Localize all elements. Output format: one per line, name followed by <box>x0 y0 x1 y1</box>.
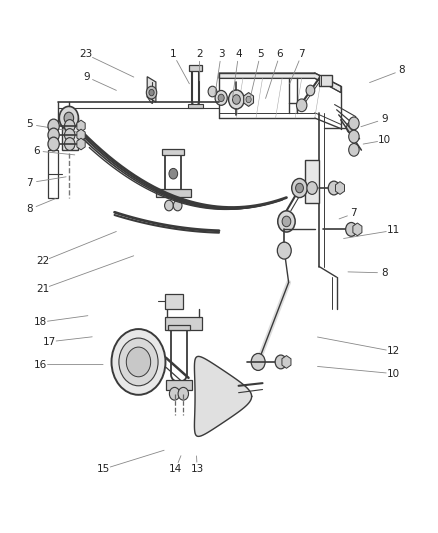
Polygon shape <box>219 73 341 93</box>
Text: 23: 23 <box>80 50 93 59</box>
Text: 21: 21 <box>36 284 49 294</box>
Text: 10: 10 <box>386 369 399 378</box>
Circle shape <box>282 216 291 227</box>
Circle shape <box>346 122 356 133</box>
Circle shape <box>307 182 318 195</box>
Circle shape <box>296 183 304 193</box>
Circle shape <box>48 128 59 142</box>
Bar <box>188 65 202 71</box>
Text: 4: 4 <box>235 50 242 59</box>
Circle shape <box>64 128 75 141</box>
Circle shape <box>349 130 359 143</box>
Polygon shape <box>305 160 319 203</box>
Text: 8: 8 <box>26 204 33 214</box>
Polygon shape <box>194 357 252 437</box>
Circle shape <box>349 117 359 130</box>
Bar <box>166 380 192 390</box>
Circle shape <box>112 329 166 395</box>
Text: 7: 7 <box>350 208 357 219</box>
Circle shape <box>64 119 75 132</box>
Text: 13: 13 <box>191 464 204 474</box>
Circle shape <box>246 96 251 103</box>
Circle shape <box>328 181 339 195</box>
Circle shape <box>170 387 180 400</box>
Circle shape <box>277 242 291 259</box>
Bar <box>168 325 190 330</box>
Text: 7: 7 <box>298 50 305 59</box>
Text: 8: 8 <box>399 66 405 75</box>
Text: 22: 22 <box>36 256 49 266</box>
Bar <box>162 149 184 155</box>
Polygon shape <box>62 118 78 150</box>
Text: 16: 16 <box>34 360 47 369</box>
Text: 18: 18 <box>34 317 47 327</box>
Text: 8: 8 <box>381 268 388 278</box>
Text: 6: 6 <box>33 146 39 156</box>
Text: 6: 6 <box>277 50 283 59</box>
Polygon shape <box>336 182 345 195</box>
Circle shape <box>278 211 295 232</box>
Circle shape <box>251 353 265 370</box>
Text: 9: 9 <box>83 71 89 82</box>
Text: 9: 9 <box>381 114 388 124</box>
Circle shape <box>218 94 224 102</box>
Text: 7: 7 <box>26 177 33 188</box>
Circle shape <box>178 387 188 400</box>
Text: 15: 15 <box>97 464 110 474</box>
Circle shape <box>165 200 173 211</box>
Circle shape <box>169 168 178 179</box>
Circle shape <box>173 200 182 211</box>
Circle shape <box>306 85 315 96</box>
Circle shape <box>292 179 307 198</box>
Circle shape <box>48 137 59 151</box>
Bar <box>187 104 203 109</box>
Circle shape <box>346 222 357 236</box>
Circle shape <box>215 91 227 106</box>
Polygon shape <box>77 120 85 132</box>
Text: 2: 2 <box>196 50 203 59</box>
Bar <box>165 317 201 330</box>
Text: 11: 11 <box>386 225 400 236</box>
Polygon shape <box>77 138 85 150</box>
Text: 1: 1 <box>170 50 177 59</box>
Text: 17: 17 <box>42 337 56 347</box>
Polygon shape <box>147 77 156 102</box>
Circle shape <box>275 355 286 369</box>
Circle shape <box>48 119 59 133</box>
Bar <box>156 189 191 197</box>
Circle shape <box>64 138 75 150</box>
Polygon shape <box>77 129 85 141</box>
Polygon shape <box>319 75 332 86</box>
Polygon shape <box>282 356 291 368</box>
Circle shape <box>146 86 157 99</box>
Circle shape <box>64 112 74 124</box>
Polygon shape <box>353 223 362 236</box>
Bar <box>165 294 184 309</box>
Circle shape <box>59 107 78 130</box>
Circle shape <box>119 338 158 386</box>
Text: 12: 12 <box>386 346 400 357</box>
Circle shape <box>233 95 240 104</box>
Text: 3: 3 <box>218 50 225 59</box>
Circle shape <box>208 86 217 97</box>
Circle shape <box>229 90 244 109</box>
Text: 5: 5 <box>26 119 33 130</box>
Text: 10: 10 <box>378 135 391 146</box>
Circle shape <box>349 143 359 156</box>
Circle shape <box>149 90 154 96</box>
Circle shape <box>126 347 151 377</box>
Polygon shape <box>244 93 254 107</box>
Circle shape <box>297 99 307 112</box>
Text: 5: 5 <box>257 50 264 59</box>
Text: 14: 14 <box>169 464 182 474</box>
